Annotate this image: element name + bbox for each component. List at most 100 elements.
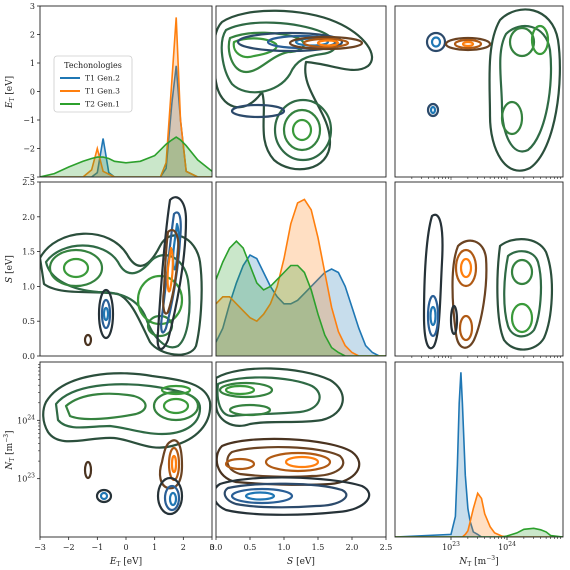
x-tick-label: 0 [123,543,128,552]
contour-green-nt-s-2 [503,250,543,338]
kde-et-fill-t1-gen-3 [40,17,212,177]
kde-nt-line-t1-gen-2 [395,372,563,537]
contour-green-nt-s-3 [510,258,534,286]
y-tick-label: −3 [23,173,35,182]
x-tick-label: 2.0 [346,543,359,552]
contour-green-s-nt-2 [216,376,321,418]
axis-titles: ET [eV] S [eV] NT [m−3] ET [eV] S [eV] N… [3,76,499,568]
legend-label-t1-gen2: T1 Gen.2 [85,74,120,83]
contour-green-s-nt-outer [216,367,344,427]
contour-green-nt-s-4 [510,302,534,334]
contour-orange-s-nt-outer [216,437,361,486]
contour-green-et-nt-4 [152,390,200,422]
y-tick-label: 3 [30,2,35,11]
contour-orange-nt-et-1 [444,36,492,52]
contour-orange-3 [316,39,340,47]
y-tick-label: −2 [23,145,35,154]
x-tick-label: 3 [209,543,214,552]
contour-blue-s-nt-4 [244,491,276,501]
ylabel-nt: NT [m−3] [3,430,16,470]
kde-nt-line-t1-gen-3 [395,491,563,537]
y-tick-label: 2 [30,31,35,40]
kde-s-line-t2-gen-1 [216,240,386,356]
contour-blue-nt-et-2 [430,36,442,48]
legend-label-t1-gen3: T1 Gen.3 [85,87,120,96]
legend-label-t2-gen1: T2 Gen.1 [85,100,120,109]
contour-blue-nt-s-3 [429,305,437,327]
contour-blue-et-s-band [156,196,188,350]
contour-blue-nt-et-4 [429,105,437,115]
contour-blue-s-nt-outer [216,476,371,516]
y-tick-label: 2.0 [22,213,35,222]
kde-s-line-t1-gen-2 [216,254,386,356]
contour-orange-nt-s-3 [459,257,473,279]
x-tick-label: 1024 [498,541,516,552]
contour-orange-s-nt-3 [264,451,332,473]
contour-green-et-nt-2 [54,383,202,436]
contour-orange-nt-s-outer [451,239,488,349]
ylabel-s: S [eV] [5,255,15,283]
panel-nt-kde-frame [394,361,564,538]
contour-blue-nt-s-2 [426,294,440,338]
kde-s-series [216,198,386,356]
x-tick-label: −1 [91,543,103,552]
y-tick-label: 0.0 [22,352,35,361]
y-tick-label: 0 [30,88,35,97]
panel-nt-vs-et-frame [394,5,564,178]
y-tick-label: 1 [30,59,35,68]
kde-et-line-t2-gen-1 [40,136,212,177]
contour-green-et-s-4 [62,257,90,279]
contour-orange-et-s-band-2 [166,246,174,293]
panel-et-vs-s-frame [39,181,213,357]
contour-blue-et-nt-3 [168,491,178,507]
contour-green-lower-3 [291,118,313,142]
contour-orange-nt-s-4 [458,314,474,342]
panel-s-vs-nt [216,367,371,516]
y-tick-label: −1 [23,116,35,125]
legend: Techonologies T1 Gen.2 T1 Gen.3 T2 Gen.1 [53,55,133,113]
contour-blue-nt-et-3 [426,102,440,118]
contour-orange-et-nt-3 [170,454,178,474]
panel-nt-vs-s [422,213,554,351]
contour-dark-et-nt-small [83,460,93,480]
contour-orange-nt-et-2 [453,38,483,50]
panel-nt-vs-s-frame [394,181,564,357]
contour-green-outer [216,9,374,171]
axes-layer: −3−3−2−2−1−1001122330.00.00.50.51.01.01.… [17,2,561,552]
contour-green-s-nt-4 [224,384,256,396]
contour-orange-et-s-band [162,229,180,315]
contour-green-nt-et-outer [488,8,561,172]
kde-et-fill-t1-gen-2 [40,65,212,177]
contour-green-et-nt-5 [162,397,190,415]
xlabel-nt: NT [m−3] [458,555,498,568]
y-tick-label: 2.5 [22,178,35,187]
contour-orange-1 [288,35,364,51]
x-tick-label: 2.5 [380,543,393,552]
panel-et-vs-s [40,196,203,356]
legend-box [53,55,133,113]
contour-green-2 [220,21,337,94]
panel-s-vs-et-frame [215,5,387,178]
contour-orange-nt-et-3 [461,40,475,48]
contour-blue-et-nt-left-2 [99,491,109,501]
contour-green-nt-et-2 [499,25,553,153]
kde-nt-series [395,372,563,537]
kde-nt-line-t2-gen-1 [395,527,563,537]
contour-green-nt-et-5 [500,100,524,136]
contour-green-nt-et-4 [530,24,550,56]
panel-et-vs-nt [42,372,212,516]
x-tick-label: −3 [34,543,46,552]
kde-et-fill-t2-gen-1 [40,137,212,177]
kde-s-fill-t1-gen-2 [216,255,386,356]
x-tick-label: 2 [181,543,186,552]
ylabel-et: ET [eV] [5,76,16,109]
contour-blue-1 [230,103,286,119]
contour-green-et-nt-3 [64,392,147,421]
kde-s-fill-t2-gen-1 [216,241,386,356]
y-tick-label: 1023 [17,473,35,484]
panel-s-kde [216,198,386,356]
y-tick-label: 1024 [17,414,35,425]
contour-blue-et-nt-2 [163,484,181,512]
kde-nt-fill-t2-gen-1 [395,528,563,537]
contour-green-s-nt-5 [228,403,272,417]
